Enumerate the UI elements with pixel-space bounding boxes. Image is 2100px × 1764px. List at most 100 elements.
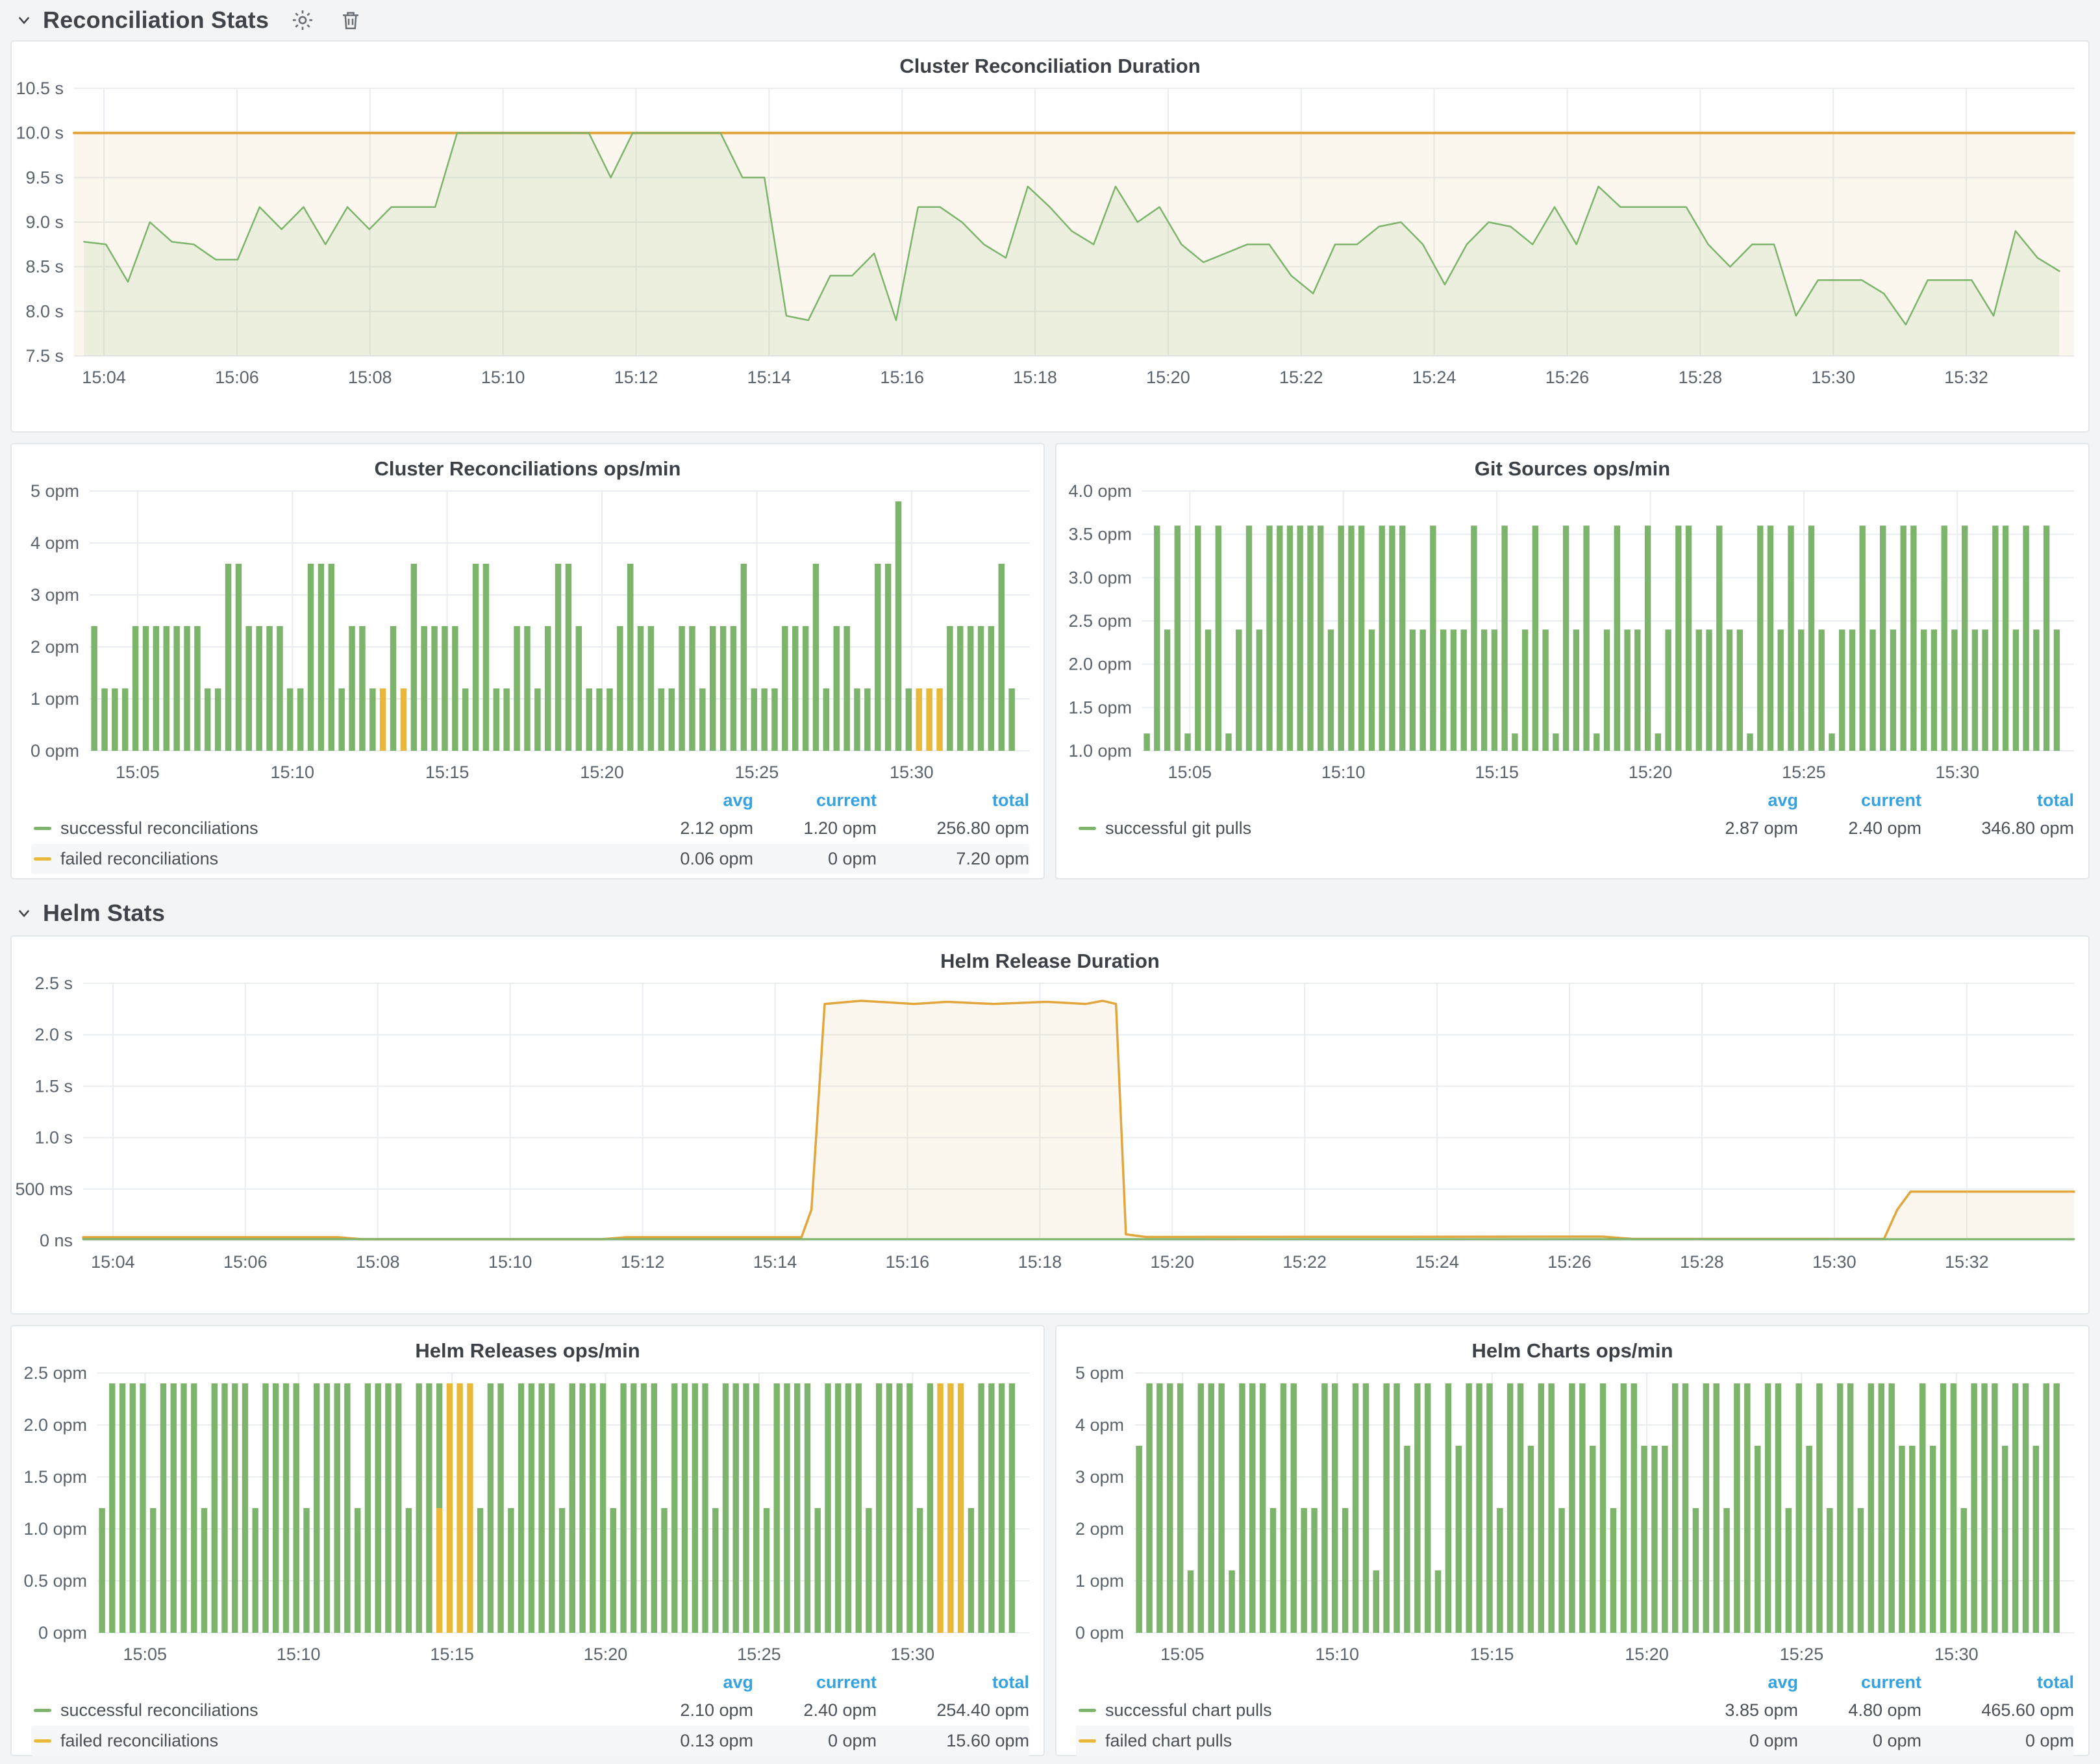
svg-text:15:18: 15:18 bbox=[1013, 368, 1057, 387]
legend-row: failed chart pulls 0 opm 0 opm 0 opm bbox=[1076, 1726, 2074, 1756]
helm-releases-ops-chart[interactable]: 0 opm 0.5 opm 1.0 opm 1.5 opm 2.0 opm 2.5 opm… bbox=[12, 1363, 1041, 1668]
trash-icon[interactable] bbox=[336, 6, 365, 34]
svg-text:15:20: 15:20 bbox=[580, 762, 624, 782]
legend: avg current total successful git pulls 2.… bbox=[1056, 786, 2088, 844]
svg-text:3.0 opm: 3.0 opm bbox=[1068, 568, 1132, 587]
svg-text:15:30: 15:30 bbox=[1936, 762, 1980, 782]
panel-title: Helm Release Duration bbox=[940, 950, 1160, 972]
svg-text:0 opm: 0 opm bbox=[38, 1623, 87, 1643]
svg-text:15:10: 15:10 bbox=[1321, 762, 1366, 782]
series-dash-icon bbox=[1079, 1739, 1096, 1743]
svg-text:15:24: 15:24 bbox=[1412, 368, 1456, 387]
svg-text:15:24: 15:24 bbox=[1415, 1252, 1459, 1272]
cluster-reconciliation-duration-chart[interactable]: 7.5 s 8.0 s 8.5 s 9.0 s 9.5 s 10.0 s 10.5 s 15:… bbox=[12, 78, 2086, 391]
legend-avg-value: 0 opm bbox=[1749, 1731, 1798, 1750]
panel-cluster-reconciliation-duration: Cluster Reconciliation Duration 7.5 s 8.0… bbox=[10, 40, 2090, 433]
svg-text:15:15: 15:15 bbox=[430, 1644, 474, 1664]
legend-sort-avg[interactable]: avg bbox=[1768, 1672, 1798, 1692]
helm-charts-ops-chart[interactable]: 0 opm 1 opm 2 opm 3 opm 4 opm 5 opm 15:05 15:10… bbox=[1056, 1363, 2086, 1668]
svg-text:10.5 s: 10.5 s bbox=[16, 79, 64, 98]
series-dash-icon bbox=[1079, 827, 1096, 830]
legend: avg current total successful reconciliat… bbox=[12, 1668, 1044, 1756]
legend-total-value: 15.60 opm bbox=[946, 1731, 1029, 1750]
legend-row: failed reconciliations 0.13 opm 0 opm 15.60… bbox=[31, 1726, 1029, 1756]
legend-row: successful reconciliations 2.12 opm 1.20 o… bbox=[31, 813, 1029, 844]
git-sources-ops-chart[interactable]: 1.0 opm 1.5 opm 2.0 opm 2.5 opm 3.0 opm 3.5 o… bbox=[1056, 481, 2086, 786]
svg-text:1.0 s: 1.0 s bbox=[34, 1128, 73, 1148]
legend-header: avg current total bbox=[1076, 1669, 2074, 1695]
svg-text:15:32: 15:32 bbox=[1944, 368, 1988, 387]
svg-text:15:10: 15:10 bbox=[488, 1252, 532, 1272]
svg-text:3 opm: 3 opm bbox=[31, 585, 79, 605]
svg-text:15:30: 15:30 bbox=[1812, 1252, 1856, 1272]
svg-text:15:20: 15:20 bbox=[584, 1644, 628, 1664]
svg-text:15:16: 15:16 bbox=[880, 368, 924, 387]
svg-text:2.0 s: 2.0 s bbox=[34, 1025, 73, 1044]
gear-icon[interactable] bbox=[288, 6, 317, 34]
chevron-down-icon bbox=[19, 17, 29, 24]
svg-text:15:05: 15:05 bbox=[123, 1644, 167, 1664]
svg-text:15:10: 15:10 bbox=[277, 1644, 321, 1664]
svg-text:1.5 opm: 1.5 opm bbox=[23, 1467, 87, 1487]
legend-sort-avg[interactable]: avg bbox=[723, 790, 753, 810]
svg-text:15:20: 15:20 bbox=[1146, 368, 1190, 387]
legend-series-label[interactable]: successful chart pulls bbox=[1105, 1700, 1272, 1720]
section-helm-stats[interactable]: Helm Stats bbox=[0, 879, 2100, 935]
section-reconciliation-stats[interactable]: Reconciliation Stats bbox=[0, 0, 2100, 40]
legend-sort-total[interactable]: total bbox=[2037, 790, 2074, 810]
panel-helm-releases-ops: Helm Releases ops/min 0 opm 0.5 opm 1.0 op… bbox=[10, 1325, 1045, 1756]
legend-total-value: 256.80 opm bbox=[936, 818, 1029, 838]
legend-current-value: 0 opm bbox=[827, 849, 877, 868]
svg-text:15:08: 15:08 bbox=[348, 368, 392, 387]
svg-text:5 opm: 5 opm bbox=[31, 481, 79, 501]
svg-text:15:28: 15:28 bbox=[1680, 1252, 1724, 1272]
svg-text:15:15: 15:15 bbox=[425, 762, 469, 782]
legend-row: successful reconciliations 2.10 opm 2.40 o… bbox=[31, 1695, 1029, 1726]
legend-sort-total[interactable]: total bbox=[992, 790, 1029, 810]
legend-series-label[interactable]: failed reconciliations bbox=[60, 1731, 219, 1750]
series-dash-icon bbox=[34, 857, 51, 861]
legend-series-label[interactable]: successful reconciliations bbox=[60, 818, 258, 838]
legend-sort-current[interactable]: current bbox=[1860, 1672, 1921, 1692]
svg-text:0 opm: 0 opm bbox=[31, 741, 79, 761]
legend-series-label[interactable]: failed chart pulls bbox=[1105, 1731, 1232, 1750]
legend-series-label[interactable]: successful reconciliations bbox=[60, 1700, 258, 1720]
legend-sort-current[interactable]: current bbox=[816, 1672, 877, 1692]
panel-title: Helm Charts ops/min bbox=[1471, 1339, 1673, 1362]
legend-current-value: 0 opm bbox=[1872, 1731, 1921, 1750]
svg-text:15:15: 15:15 bbox=[1470, 1644, 1514, 1664]
legend-current-value: 2.40 opm bbox=[803, 1700, 877, 1720]
helm-release-duration-chart[interactable]: 0 ns 500 ms 1.0 s 1.5 s 2.0 s 2.5 s 15:04 15:06… bbox=[12, 973, 2086, 1276]
svg-text:0.5 opm: 0.5 opm bbox=[23, 1571, 87, 1591]
svg-text:15:30: 15:30 bbox=[891, 1644, 935, 1664]
svg-text:15:25: 15:25 bbox=[737, 1644, 781, 1664]
legend-total-value: 254.40 opm bbox=[936, 1700, 1029, 1720]
svg-text:4 opm: 4 opm bbox=[31, 533, 79, 553]
legend-sort-avg[interactable]: avg bbox=[723, 1672, 753, 1692]
svg-text:15:25: 15:25 bbox=[735, 762, 779, 782]
legend-sort-current[interactable]: current bbox=[1860, 790, 1921, 810]
cluster-reconciliations-ops-chart[interactable]: 0 opm 1 opm 2 opm 3 opm 4 opm 5 opm 15:05 15:10… bbox=[12, 481, 1041, 786]
legend-sort-avg[interactable]: avg bbox=[1768, 790, 1798, 810]
svg-text:15:04: 15:04 bbox=[82, 368, 126, 387]
legend-avg-value: 2.87 opm bbox=[1725, 818, 1798, 838]
legend-sort-total[interactable]: total bbox=[992, 1672, 1029, 1692]
svg-text:15:30: 15:30 bbox=[1811, 368, 1855, 387]
panel-cluster-reconciliations-ops: Cluster Reconciliations ops/min 0 opm 1 o… bbox=[10, 443, 1045, 879]
svg-text:15:10: 15:10 bbox=[1315, 1644, 1359, 1664]
svg-text:15:14: 15:14 bbox=[753, 1252, 797, 1272]
legend-sort-current[interactable]: current bbox=[816, 790, 877, 810]
legend-sort-total[interactable]: total bbox=[2037, 1672, 2074, 1692]
svg-text:15:14: 15:14 bbox=[747, 368, 792, 387]
legend-series-label[interactable]: successful git pulls bbox=[1105, 818, 1252, 838]
svg-text:8.5 s: 8.5 s bbox=[25, 257, 64, 277]
svg-text:9.0 s: 9.0 s bbox=[25, 212, 64, 232]
svg-text:1.5 s: 1.5 s bbox=[34, 1076, 73, 1096]
legend-series-label[interactable]: failed reconciliations bbox=[60, 849, 219, 868]
svg-text:2 opm: 2 opm bbox=[31, 637, 79, 657]
svg-text:8.0 s: 8.0 s bbox=[25, 301, 64, 321]
svg-text:15:08: 15:08 bbox=[356, 1252, 400, 1272]
section-title: Reconciliation Stats bbox=[43, 6, 269, 33]
section-title: Helm Stats bbox=[43, 900, 166, 926]
